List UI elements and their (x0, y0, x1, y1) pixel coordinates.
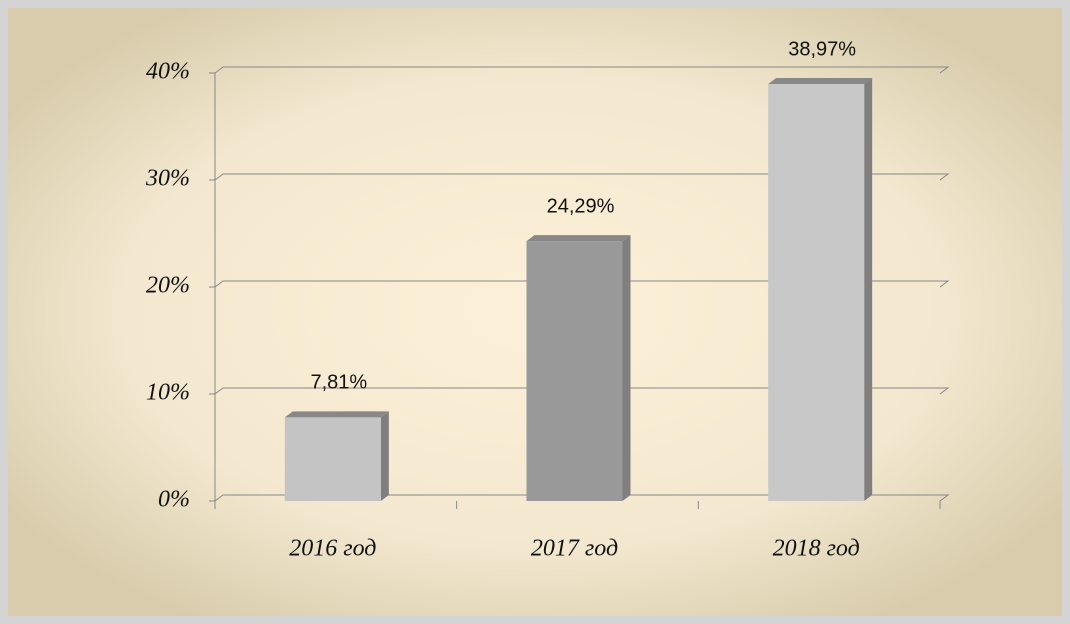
x-tick-label: 2018 год (773, 536, 860, 562)
y-tick-label: 40% (146, 59, 190, 85)
bar-side (380, 411, 389, 501)
grid-line (214, 66, 950, 74)
bar (526, 241, 623, 502)
value-label: 38,97% (788, 38, 856, 60)
bar-top (284, 411, 389, 418)
bar-top (526, 235, 631, 242)
value-label: 24,29% (547, 195, 615, 217)
bar-top (768, 78, 873, 85)
grid-line (214, 173, 950, 181)
x-tick-label: 2016 год (289, 536, 376, 562)
x-tick-label: 2017 год (531, 536, 618, 562)
y-tick-label: 30% (145, 166, 190, 192)
value-label: 7,81% (310, 372, 367, 394)
bar (768, 84, 865, 502)
bar-side (864, 78, 873, 502)
y-tick-label: 10% (146, 380, 190, 406)
bar-side (622, 235, 631, 502)
y-tick-label: 20% (146, 273, 190, 299)
bar (284, 417, 381, 501)
y-tick-label: 0% (158, 487, 190, 513)
